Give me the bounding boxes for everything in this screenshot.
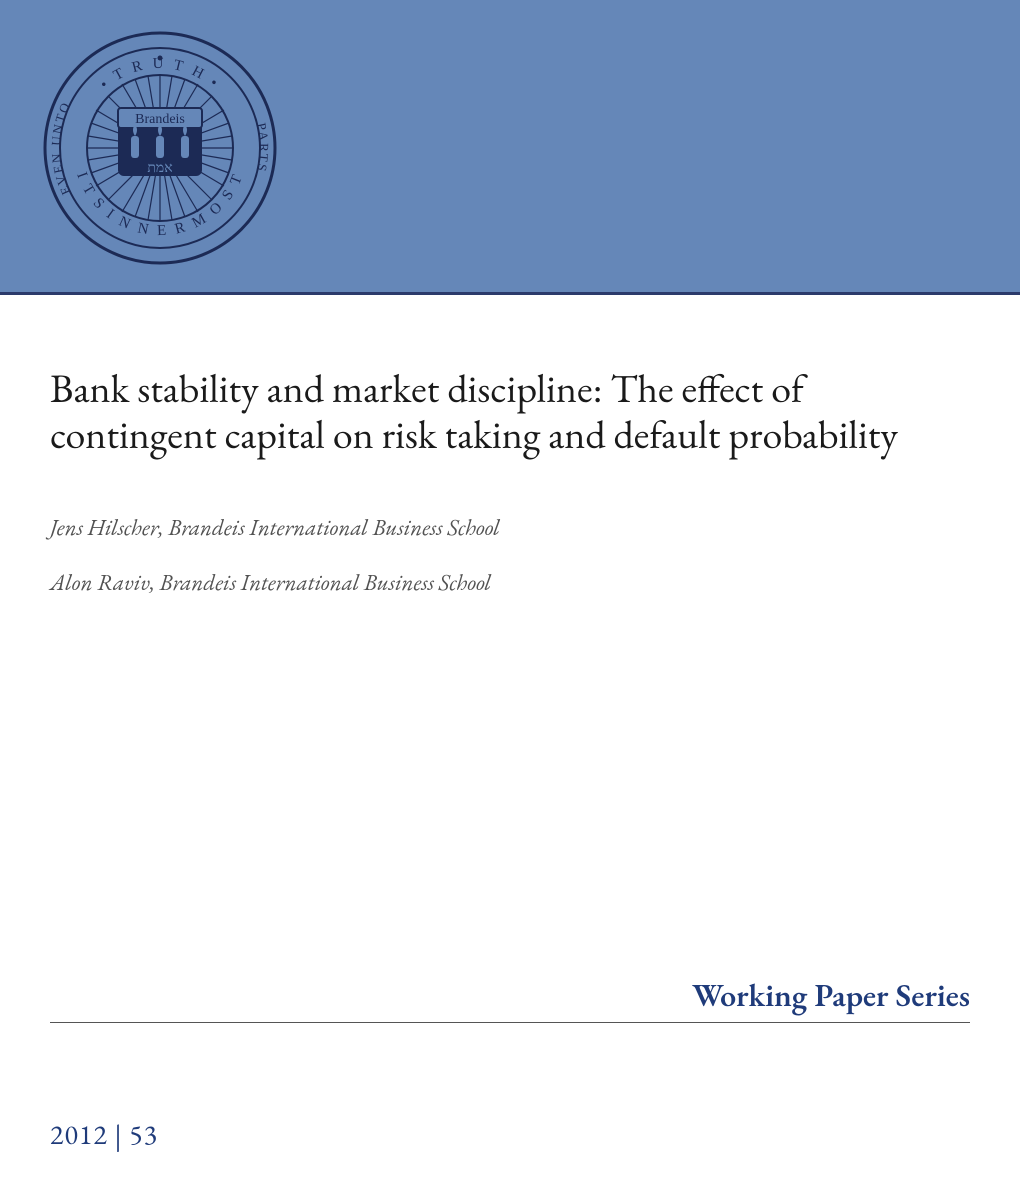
author-list: Jens Hilscher, Brandeis International Bu… — [50, 512, 970, 597]
issue-number: 2012 | 53 — [50, 1117, 158, 1153]
content-area: Bank stability and market discipline: Th… — [0, 295, 1020, 597]
svg-text:PARTS: PARTS — [254, 121, 272, 174]
author-line: Alon Raviv, Brandeis International Busin… — [50, 567, 970, 597]
header-band: Brandeis אמת • T R U T H • I T S I N N E… — [0, 0, 1020, 295]
series-rule — [50, 1022, 970, 1023]
paper-title: Bank stability and market discipline: Th… — [50, 365, 950, 457]
series-label: Working Paper Series — [50, 974, 970, 1022]
series-block: Working Paper Series — [50, 974, 970, 1023]
svg-text:EVEN UNTO: EVEN UNTO — [48, 99, 73, 198]
author-line: Jens Hilscher, Brandeis International Bu… — [50, 512, 970, 542]
seal-left-text: EVEN UNTO — [48, 99, 73, 198]
brandeis-seal: Brandeis אמת • T R U T H • I T S I N N E… — [40, 28, 280, 268]
seal-right-text: PARTS — [254, 121, 272, 174]
seal-hebrew-text: אמת — [147, 161, 172, 176]
